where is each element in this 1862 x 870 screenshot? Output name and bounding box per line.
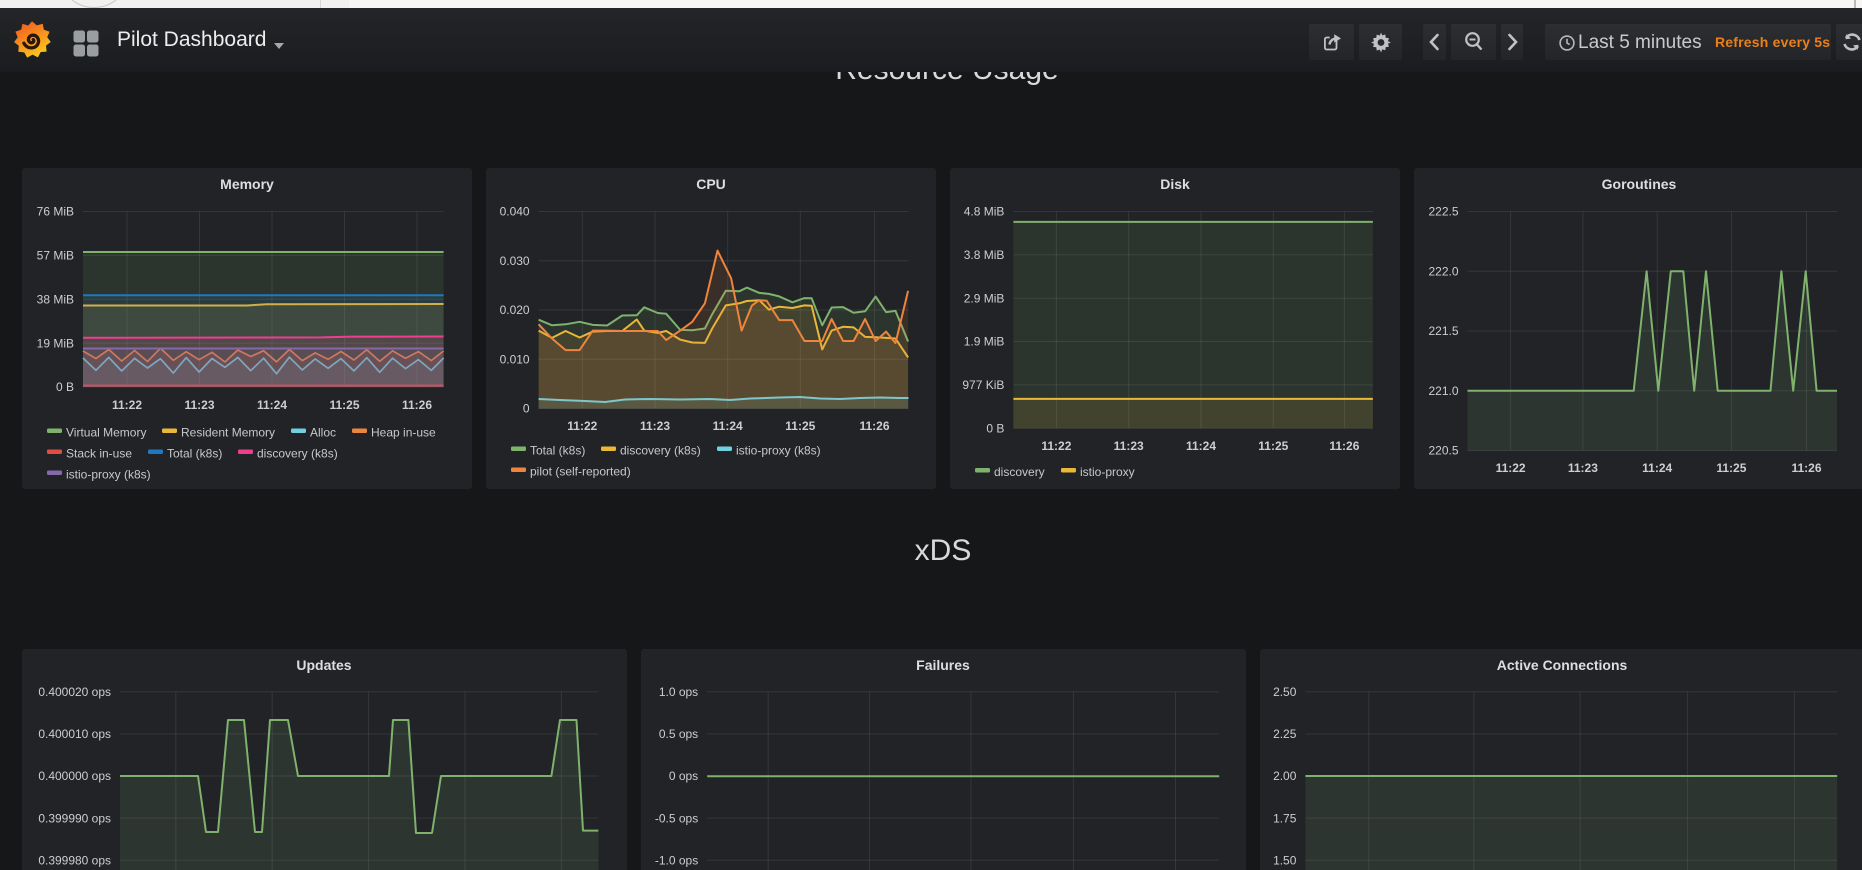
svg-text:0.400010 ops: 0.400010 ops [38,727,111,741]
svg-text:0.399990 ops: 0.399990 ops [38,811,111,825]
svg-text:11:25: 11:25 [329,398,359,412]
svg-text:11:26: 11:26 [859,419,889,433]
svg-text:76 MiB: 76 MiB [37,204,74,218]
svg-text:11:25: 11:25 [1258,438,1288,452]
svg-text:11:26: 11:26 [1791,461,1821,475]
svg-text:discovery (k8s): discovery (k8s) [620,443,701,457]
svg-text:0.020: 0.020 [500,303,530,317]
svg-text:0.010: 0.010 [500,352,530,366]
svg-text:11:24: 11:24 [257,398,287,412]
svg-text:11:23: 11:23 [184,398,214,412]
svg-text:0 ops: 0 ops [669,769,698,783]
svg-text:221.5: 221.5 [1428,324,1458,338]
svg-text:istio-proxy (k8s): istio-proxy (k8s) [736,443,821,457]
svg-text:11:26: 11:26 [1329,438,1359,452]
svg-text:0.400000 ops: 0.400000 ops [38,769,111,783]
svg-text:4.8 MiB: 4.8 MiB [964,204,1005,218]
svg-text:CPU: CPU [696,176,726,192]
svg-text:11:22: 11:22 [1496,461,1526,475]
svg-text:Total (k8s): Total (k8s) [167,446,222,460]
svg-text:1.50: 1.50 [1273,853,1297,867]
svg-text:-1.0 ops: -1.0 ops [655,853,698,867]
svg-text:pilot (self-reported): pilot (self-reported) [530,464,631,478]
svg-text:11:22: 11:22 [112,398,142,412]
svg-text:0 B: 0 B [56,380,74,394]
svg-text:11:24: 11:24 [713,419,743,433]
svg-text:11:23: 11:23 [640,419,670,433]
svg-text:220.5: 220.5 [1428,443,1458,457]
svg-text:istio-proxy: istio-proxy [1080,465,1135,479]
svg-text:Updates: Updates [296,657,351,673]
svg-text:-0.5 ops: -0.5 ops [655,811,698,825]
svg-text:1.9 MiB: 1.9 MiB [964,334,1005,348]
svg-text:57 MiB: 57 MiB [37,248,74,262]
svg-text:222.0: 222.0 [1428,264,1458,278]
svg-text:222.5: 222.5 [1428,204,1458,218]
svg-text:2.00: 2.00 [1273,769,1297,783]
svg-text:2.50: 2.50 [1273,685,1297,699]
svg-text:1.0 ops: 1.0 ops [659,685,698,699]
svg-text:0.399980 ops: 0.399980 ops [38,853,111,867]
svg-text:0: 0 [523,401,530,415]
svg-text:0.400020 ops: 0.400020 ops [38,685,111,699]
svg-text:11:26: 11:26 [402,398,432,412]
svg-text:11:22: 11:22 [1041,438,1071,452]
svg-text:2.9 MiB: 2.9 MiB [964,291,1005,305]
svg-text:Active Connections: Active Connections [1496,657,1627,673]
svg-text:11:23: 11:23 [1114,438,1144,452]
svg-text:istio-proxy (k8s): istio-proxy (k8s) [66,467,151,481]
svg-text:11:25: 11:25 [785,419,815,433]
svg-text:0.030: 0.030 [500,254,530,268]
svg-text:discovery (k8s): discovery (k8s) [257,446,338,460]
svg-text:Stack in-use: Stack in-use [66,446,132,460]
svg-text:221.0: 221.0 [1428,383,1458,397]
svg-text:Disk: Disk [1160,176,1190,192]
svg-text:Total (k8s): Total (k8s) [530,443,585,457]
svg-text:3.8 MiB: 3.8 MiB [964,248,1005,262]
svg-text:Resident Memory: Resident Memory [181,425,275,439]
svg-text:Virtual Memory: Virtual Memory [66,425,146,439]
svg-text:19 MiB: 19 MiB [37,336,74,350]
svg-text:11:25: 11:25 [1716,461,1746,475]
svg-text:discovery: discovery [994,465,1045,479]
svg-text:1.75: 1.75 [1273,811,1297,825]
svg-text:0 B: 0 B [986,421,1004,435]
svg-text:Failures: Failures [916,657,970,673]
svg-text:11:24: 11:24 [1186,438,1216,452]
svg-text:Memory: Memory [220,176,274,192]
svg-text:977 KiB: 977 KiB [962,378,1004,392]
svg-text:11:22: 11:22 [567,419,597,433]
svg-text:0.5 ops: 0.5 ops [659,727,698,741]
svg-text:11:23: 11:23 [1568,461,1598,475]
svg-text:0.040: 0.040 [500,204,530,218]
svg-text:Heap in-use: Heap in-use [371,425,436,439]
svg-text:2.25: 2.25 [1273,727,1297,741]
svg-text:11:24: 11:24 [1642,461,1672,475]
svg-text:Alloc: Alloc [310,425,336,439]
svg-text:Goroutines: Goroutines [1602,176,1677,192]
svg-text:38 MiB: 38 MiB [37,292,74,306]
